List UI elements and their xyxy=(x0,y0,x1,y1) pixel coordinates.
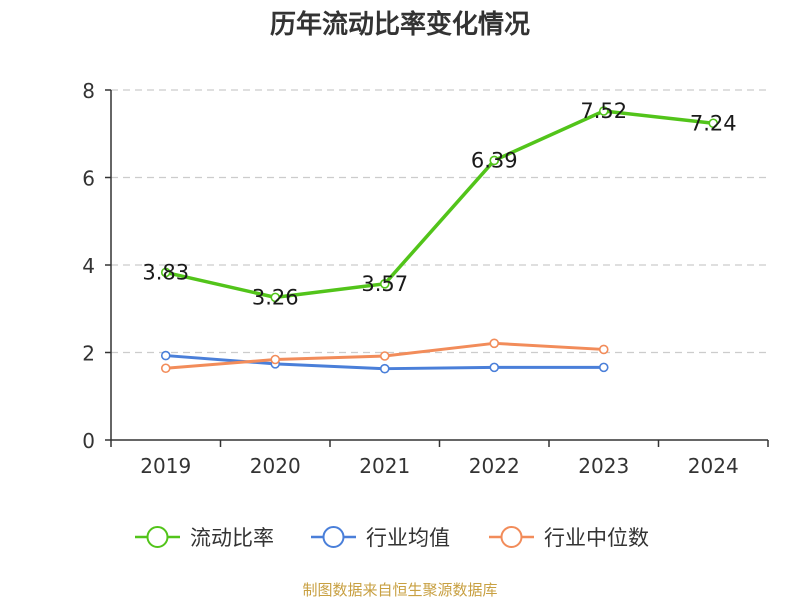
y-tick-label-8: 8 xyxy=(82,79,95,103)
x-tick-label-2022: 2022 xyxy=(469,454,520,478)
y-tick-label-6: 6 xyxy=(82,167,95,191)
data-point-2-2023 xyxy=(598,344,609,355)
legend-marker-2 xyxy=(500,526,523,548)
x-tick-label-2020: 2020 xyxy=(250,454,301,478)
chart-title: 历年流动比率变化情况 xyxy=(270,9,530,40)
data-point-1-2021 xyxy=(379,363,390,374)
data-label-2021: 3.57 xyxy=(361,272,408,296)
data-point-0-2020 xyxy=(270,292,281,303)
legend-item-2: 行业中位数 xyxy=(489,526,649,550)
legend-item-1: 行业均值 xyxy=(311,526,450,550)
legend-label-0: 流动比率 xyxy=(190,526,274,550)
legend-item-0: 流动比率 xyxy=(135,526,274,550)
y-tick-label-0: 0 xyxy=(82,429,95,453)
data-point-0-2024 xyxy=(708,118,719,129)
grid-lines xyxy=(111,89,768,354)
data-label-2020: 3.26 xyxy=(252,285,299,309)
y-tick-label-4: 4 xyxy=(82,254,95,278)
x-tick-label-2021: 2021 xyxy=(359,454,410,478)
y-tick-label-2: 2 xyxy=(82,342,95,366)
legend: 流动比率 行业均值 行业中位数 xyxy=(135,526,649,550)
x-tick-label-2019: 2019 xyxy=(140,454,191,478)
data-point-1-2019 xyxy=(160,350,171,361)
series-2 xyxy=(160,338,609,374)
data-label-2023: 7.52 xyxy=(580,99,627,123)
legend-marker-0 xyxy=(146,526,169,548)
data-point-2-2021 xyxy=(379,351,390,361)
source-footer: 制图数据来自恒生聚源数据库 xyxy=(302,581,497,599)
data-label-2019: 3.83 xyxy=(142,260,189,284)
series-line-0 xyxy=(165,109,714,300)
data-point-0-2019 xyxy=(160,267,171,278)
series-0 xyxy=(160,106,719,303)
legend-label-2: 行业中位数 xyxy=(544,526,649,550)
axes: 0 2 4 6 8 2019 2020 2021 2022 2023 2024 xyxy=(82,79,769,478)
data-label-2022: 6.39 xyxy=(471,148,518,172)
series-layer xyxy=(160,106,719,374)
legend-marker-1 xyxy=(322,526,345,548)
data-point-0-2022 xyxy=(489,155,500,166)
legend-label-1: 行业均值 xyxy=(366,526,450,550)
data-point-2-2020 xyxy=(270,354,281,365)
data-point-1-2022 xyxy=(489,362,500,373)
x-tick-label-2023: 2023 xyxy=(578,454,629,478)
data-point-2-2022 xyxy=(489,338,500,349)
data-labels: 3.83 3.26 3.57 6.39 7.52 7.24 xyxy=(142,99,736,309)
data-point-0-2021 xyxy=(379,279,390,289)
x-tick-label-2024: 2024 xyxy=(688,454,739,478)
data-point-2-2019 xyxy=(160,363,171,374)
data-point-0-2023 xyxy=(598,106,609,116)
data-label-2024: 7.24 xyxy=(690,111,737,135)
data-point-1-2023 xyxy=(598,362,609,373)
